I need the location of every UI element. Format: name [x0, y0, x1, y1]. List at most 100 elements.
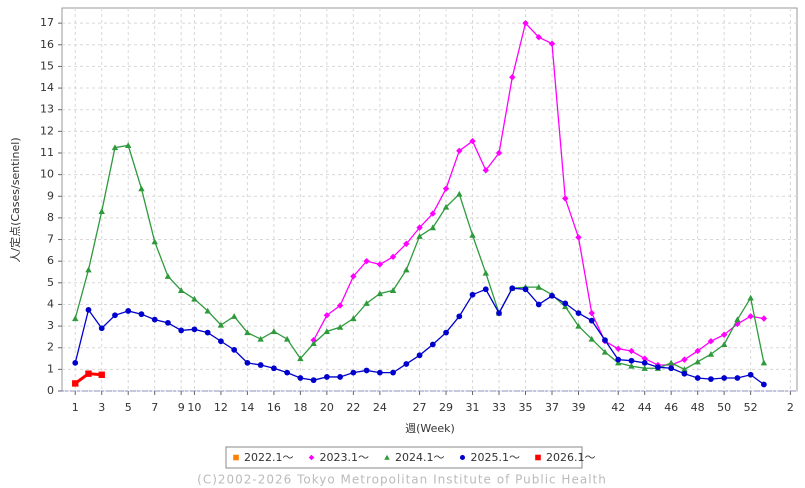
marker	[416, 224, 423, 231]
marker	[363, 300, 370, 306]
marker	[681, 370, 688, 377]
y-tick-label: 10	[40, 168, 54, 181]
y-tick-label: 16	[40, 38, 54, 51]
marker	[112, 312, 118, 319]
marker	[376, 261, 384, 268]
marker	[628, 357, 635, 364]
legend-box	[225, 446, 583, 469]
marker	[535, 301, 542, 308]
marker	[403, 361, 410, 367]
marker	[615, 345, 622, 353]
x-tick-label: 22	[346, 401, 360, 414]
x-tick-label: 33	[492, 401, 506, 414]
legend-marker	[459, 454, 466, 461]
x-tick-label: 9	[178, 401, 185, 414]
x-tick-label: 1	[72, 401, 79, 414]
marker	[641, 359, 648, 366]
marker	[588, 317, 595, 324]
marker	[602, 337, 608, 344]
y-tick-label: 5	[47, 276, 54, 289]
marker	[694, 358, 701, 365]
marker	[125, 308, 132, 314]
marker	[164, 273, 172, 279]
marker	[217, 321, 225, 328]
marker	[111, 144, 119, 151]
marker	[231, 347, 238, 353]
legend-label: 2022.1～	[244, 451, 294, 464]
marker	[98, 371, 105, 378]
marker	[667, 359, 675, 366]
marker	[615, 359, 622, 366]
marker	[760, 359, 768, 366]
marker	[442, 185, 450, 192]
marker	[151, 238, 158, 245]
marker	[761, 381, 767, 388]
marker	[204, 307, 211, 314]
marker	[694, 375, 701, 381]
marker	[336, 302, 344, 309]
legend-marker	[233, 454, 239, 461]
marker	[535, 283, 542, 290]
x-axis-label: 週(Week)	[405, 422, 455, 435]
y-tick-label: 11	[40, 146, 54, 159]
x-tick-label: 18	[293, 401, 307, 414]
x-tick-label: 37	[545, 401, 559, 414]
marker	[403, 266, 410, 273]
legend-marker	[308, 454, 315, 461]
legend-label: 2024.1～	[395, 451, 445, 464]
marker	[668, 365, 675, 372]
x-tick-label: 42	[611, 401, 625, 414]
marker	[588, 309, 595, 317]
y-axis-label: 人/定点(Cases/sentinel)	[8, 137, 22, 262]
marker	[323, 312, 331, 319]
marker	[204, 329, 211, 336]
marker	[588, 335, 595, 342]
marker	[747, 371, 754, 378]
marker	[707, 338, 715, 345]
marker	[575, 234, 582, 241]
marker	[734, 375, 741, 381]
marker	[389, 287, 397, 293]
y-tick-label: 2	[47, 341, 54, 354]
marker	[416, 352, 423, 359]
x-tick-label: 3	[98, 401, 105, 414]
marker	[720, 341, 728, 348]
marker	[85, 266, 92, 273]
marker	[681, 366, 688, 372]
marker	[442, 203, 450, 210]
marker	[177, 287, 185, 293]
marker	[496, 310, 502, 316]
marker	[707, 351, 715, 357]
legend-label: 2025.1～	[471, 451, 521, 464]
marker	[469, 137, 476, 145]
y-tick-label: 8	[47, 211, 54, 224]
marker	[482, 286, 489, 293]
marker	[429, 224, 437, 231]
marker	[601, 348, 609, 355]
y-tick-label: 7	[47, 233, 54, 246]
marker	[429, 341, 436, 348]
x-tick-label: 14	[240, 401, 254, 414]
marker	[416, 233, 423, 239]
x-tick-label: 12	[214, 401, 228, 414]
x-tick-label: 29	[439, 401, 453, 414]
marker	[257, 335, 264, 342]
marker	[655, 364, 661, 371]
marker	[257, 362, 264, 368]
y-tick-label: 12	[40, 124, 54, 137]
marker	[456, 147, 463, 155]
x-tick-label: 44	[638, 401, 652, 414]
marker	[297, 355, 304, 362]
legend-marker	[384, 454, 390, 460]
marker	[218, 338, 224, 345]
marker	[165, 319, 171, 326]
marker	[85, 306, 92, 313]
marker	[376, 369, 383, 376]
marker	[535, 34, 542, 41]
marker	[747, 313, 754, 320]
y-tick-label: 0	[47, 384, 54, 397]
marker	[350, 369, 357, 376]
y-tick-label: 17	[40, 16, 54, 29]
marker	[389, 253, 397, 261]
